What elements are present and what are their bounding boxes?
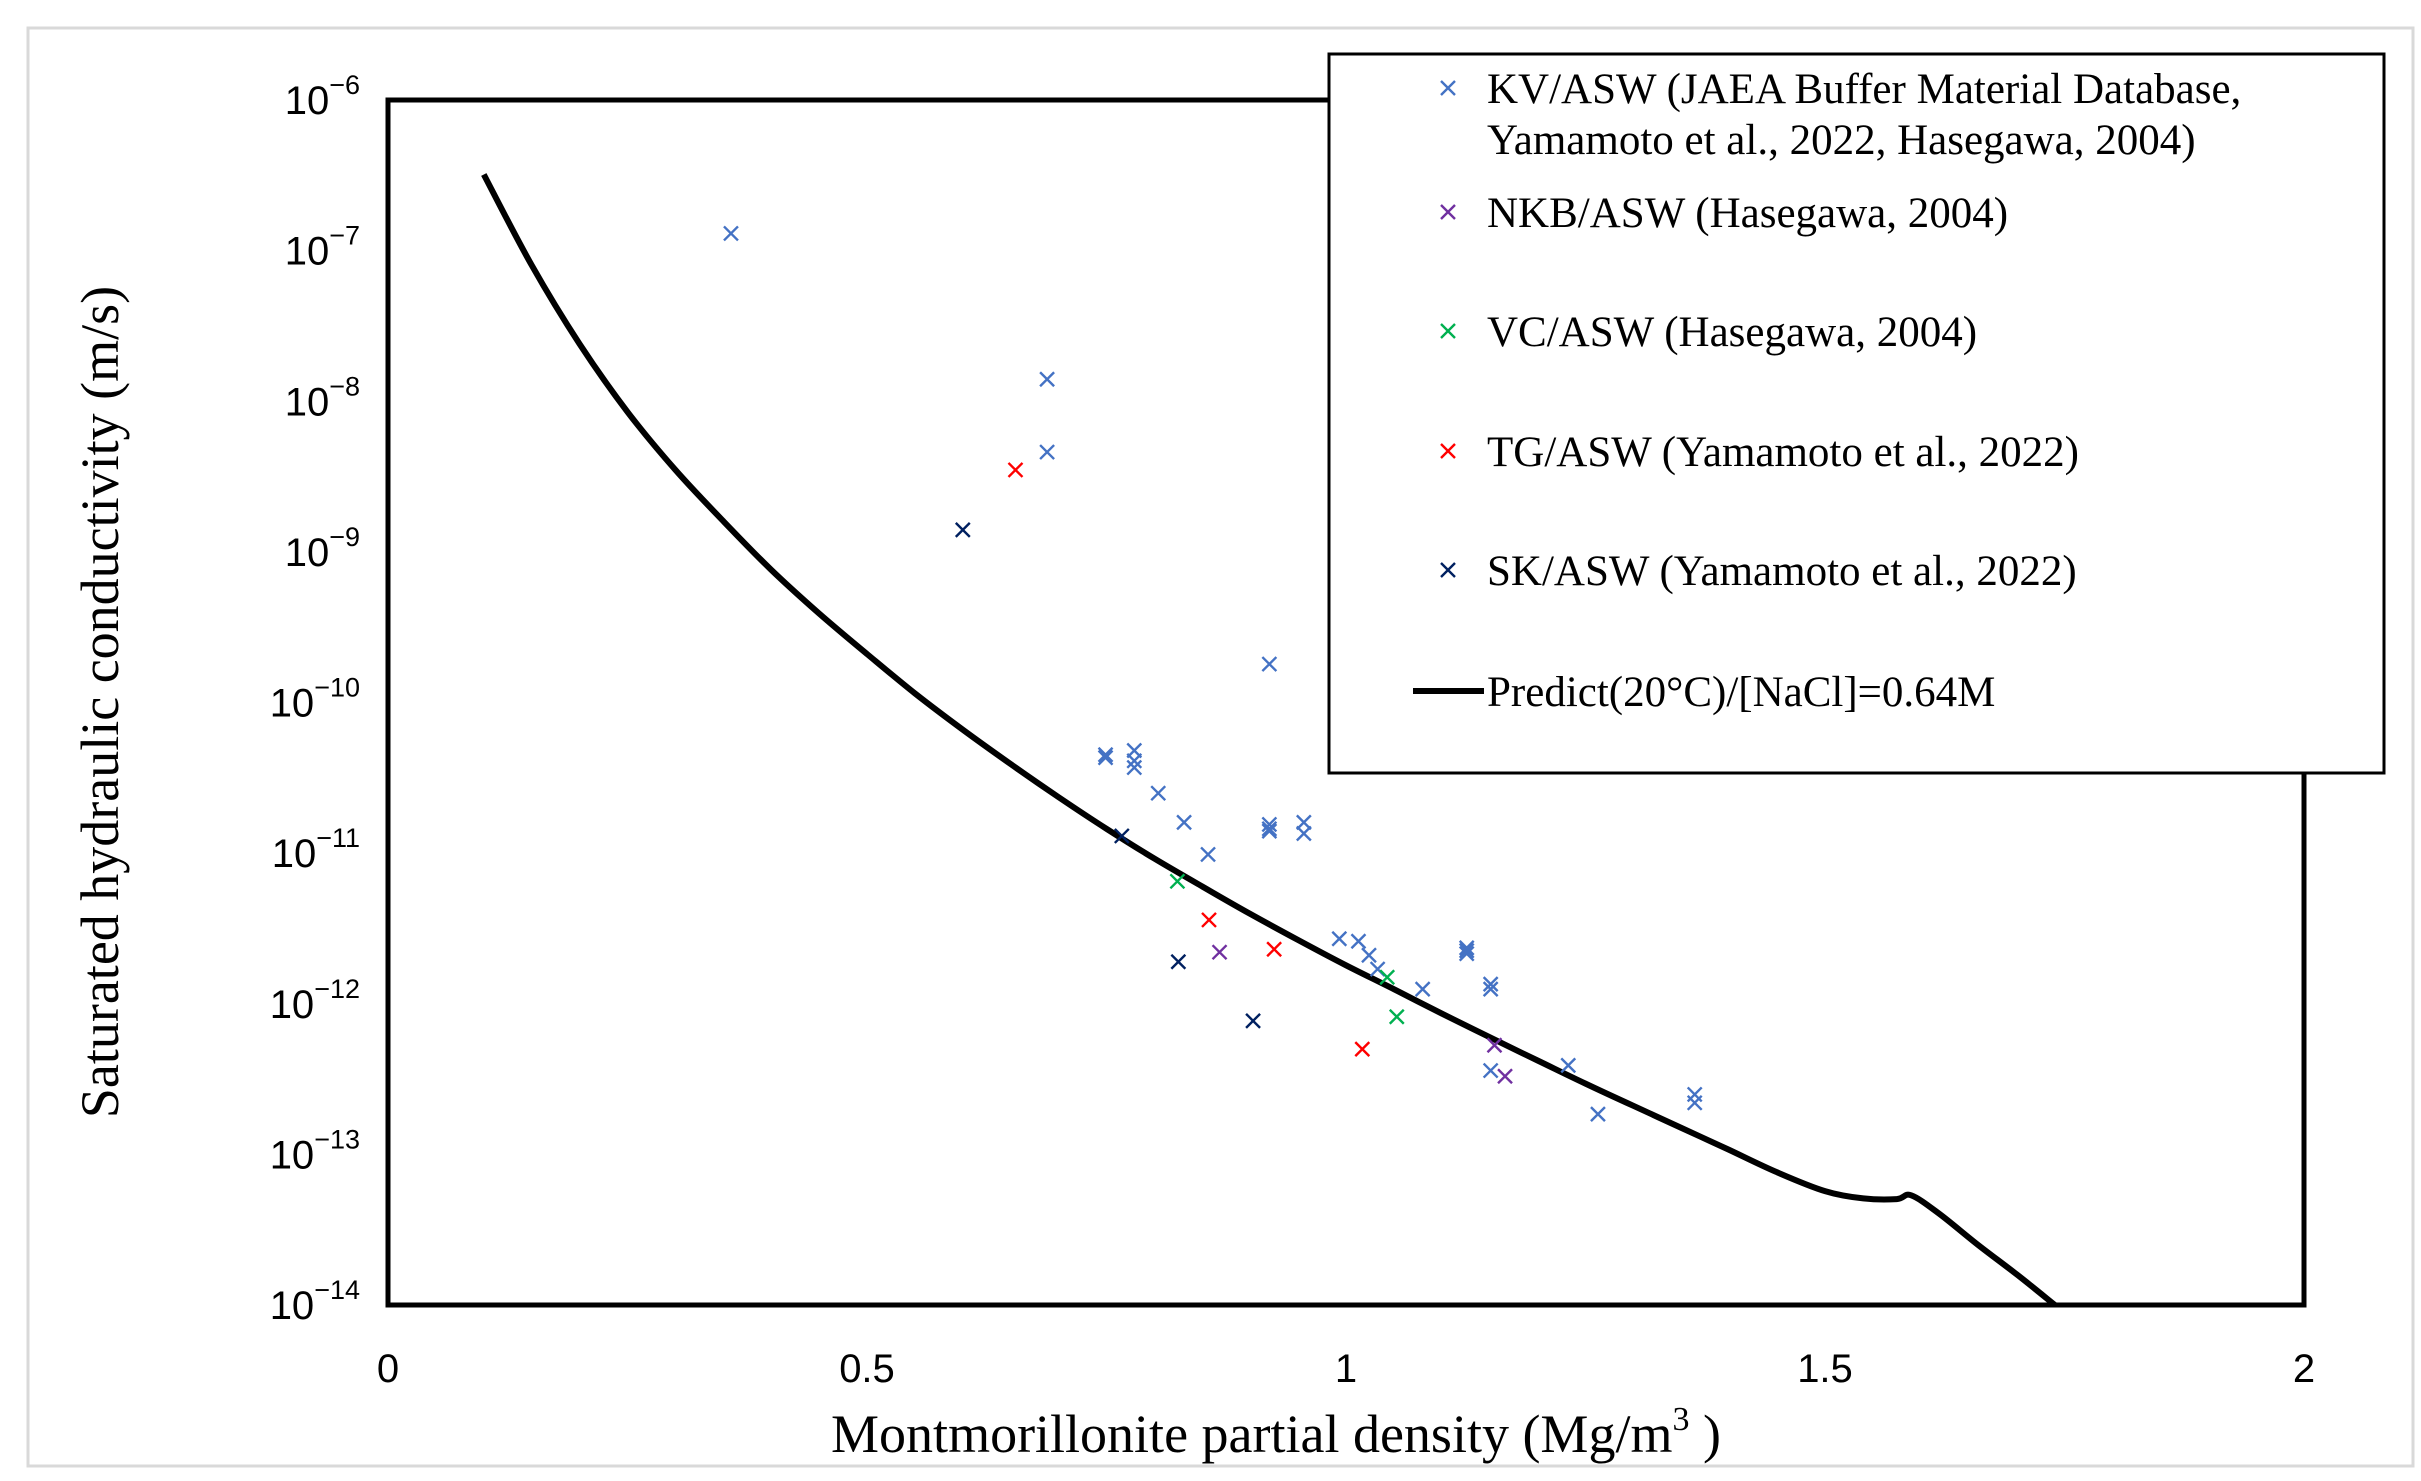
legend-marker [1440,443,1456,459]
data-point-kv-asw [1261,816,1278,833]
x-tick-label: 0.5 [839,1347,895,1391]
data-point-sk-asw [954,522,971,538]
y-axis-title: Saturated hydraulic conductivity (m/s) [70,286,130,1118]
x-tick-label: 1 [1335,1347,1357,1391]
y-axis-ticks: 10−6 10−7 10−8 10−9 10−10 10−11 10−12 10−13 10−1… [270,70,360,1328]
data-point-kv-asw [1176,814,1192,831]
legend-label: TG/ASW (Yamamoto et al., 2022) [1487,429,2079,476]
data-point-kv-asw [1150,785,1167,802]
data-point-nkb-asw [1486,1037,1503,1054]
data-point-kv-asw [1126,752,1143,769]
data-point-kv-asw [723,225,739,242]
data-point-kv-asw [1097,746,1114,763]
data-point-sk-asw [1245,1013,1261,1029]
y-tick-label: 10−13 [270,1124,360,1177]
y-tick-label: 10−11 [272,823,360,876]
data-point-kv-asw [1361,947,1377,964]
data-markers [723,225,1703,1122]
data-point-tg-asw [1007,462,1024,478]
y-tick-label: 10−14 [270,1275,360,1328]
legend: KV/ASW (JAEA Buffer Material Database,Ya… [1327,52,2386,775]
data-point-kv-asw [1590,1106,1606,1122]
data-point-kv-asw [1458,942,1475,959]
data-point-vc-asw [1388,1008,1405,1025]
x-tick-label: 1.5 [1797,1347,1853,1391]
data-point-sk-asw [1170,953,1187,970]
data-point-kv-asw [1200,846,1216,863]
x-axis-ticks: 0 0.5 1 1.5 2 [377,1347,2315,1391]
legend-label: Predict(20°C)/[NaCl]=0.64M [1487,669,1995,716]
y-tick-label: 10−10 [270,673,360,726]
data-point-nkb-asw [1211,944,1228,961]
legend-marker [1440,80,1456,96]
legend-label-line2: Yamamoto et al., 2022, Hasegawa, 2004) [1487,117,2196,164]
data-point-tg-asw [1354,1041,1371,1057]
legend-label: KV/ASW (JAEA Buffer Material Database, [1487,66,2241,113]
y-tick-label: 10−8 [285,371,360,424]
data-point-kv-asw [1261,656,1278,672]
data-point-kv-asw [1350,933,1367,950]
x-tick-label: 0 [377,1347,399,1391]
legend-label: NKB/ASW (Hasegawa, 2004) [1487,190,2008,237]
data-point-kv-asw [1560,1057,1577,1074]
data-point-vc-asw [1379,969,1396,986]
data-point-kv-asw [1261,820,1278,837]
data-point-kv-asw [1686,1094,1703,1111]
data-point-nkb-asw [1497,1068,1513,1085]
data-point-kv-asw [1039,444,1055,460]
data-point-sk-asw [1113,828,1130,844]
data-point-kv-asw [1039,371,1055,388]
data-point-tg-asw [1201,912,1217,928]
data-point-kv-asw [1097,749,1114,766]
data-point-kv-asw [1482,976,1499,992]
data-point-kv-asw [1458,940,1475,956]
data-point-kv-asw [1126,759,1143,776]
data-point-kv-asw [1482,1062,1499,1079]
data-point-kv-asw [1458,945,1475,962]
data-point-kv-asw [1414,981,1431,998]
legend-label: SK/ASW (Yamamoto et al., 2022) [1487,548,2077,595]
legend-marker [1440,562,1456,578]
legend-box [1327,52,2386,775]
y-tick-label: 10−9 [285,522,360,575]
data-point-kv-asw [1482,981,1499,998]
data-point-kv-asw [1296,814,1312,831]
data-point-kv-asw [1296,825,1312,842]
legend-marker [1440,204,1456,220]
y-tick-label: 10−6 [285,70,360,123]
data-point-kv-asw [1331,930,1348,947]
data-point-kv-asw [1261,823,1278,839]
legend-marker [1440,323,1456,339]
data-point-vc-asw [1169,873,1186,890]
x-tick-label: 2 [2293,1347,2315,1391]
data-point-tg-asw [1266,941,1282,958]
legend-label: VC/ASW (Hasegawa, 2004) [1487,309,1977,356]
y-tick-label: 10−12 [270,974,360,1027]
x-axis-title: Montmorillonite partial density (Mg/m3 ) [831,1401,1721,1464]
y-tick-label: 10−7 [285,221,360,274]
series-line-predict [481,173,2057,1308]
